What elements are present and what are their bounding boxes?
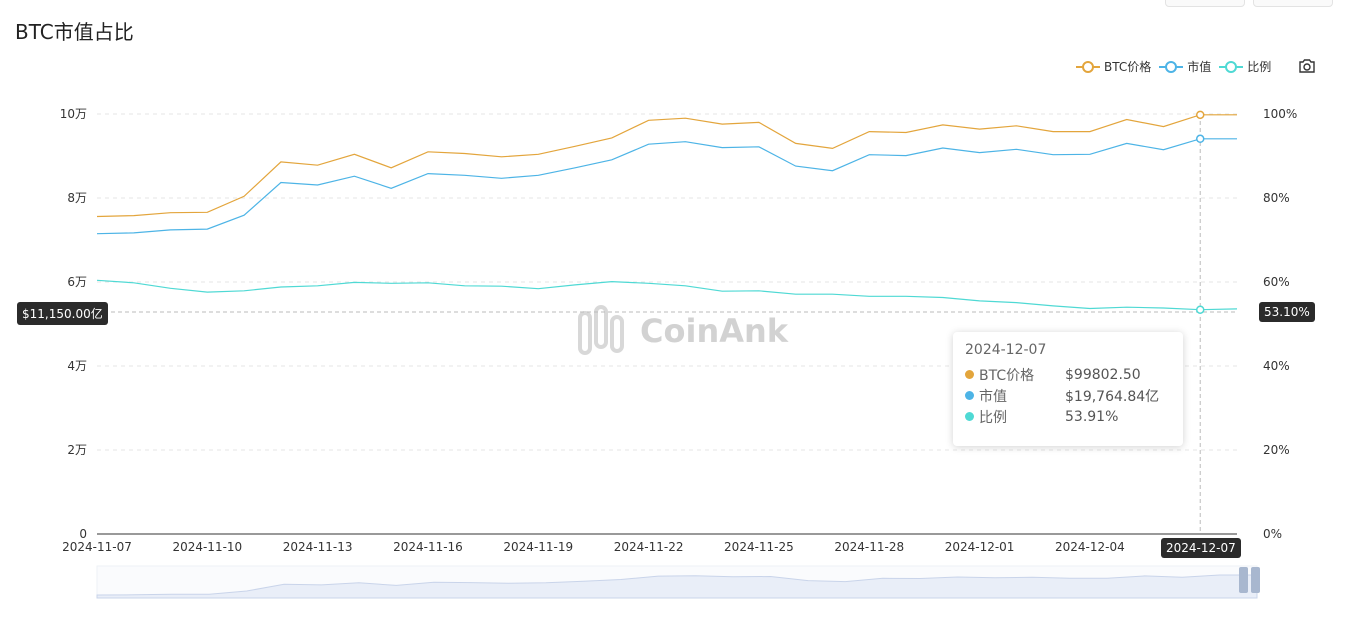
- tooltip-dot-price: [965, 370, 974, 379]
- datazoom-handle-right: [1251, 567, 1260, 593]
- y-left-tick-label: 10万: [60, 107, 87, 121]
- legend-item-market-cap[interactable]: 市值: [1159, 58, 1211, 75]
- x-tick-label: 2024-11-10: [172, 540, 242, 554]
- watermark: CoinAnk: [576, 305, 788, 357]
- crosshair-left-label: $11,150.00亿: [17, 302, 108, 325]
- tooltip-row-price: BTC价格 $99802.50: [965, 364, 1171, 385]
- legend-label-price: BTC价格: [1104, 60, 1152, 74]
- highlight-point-market-cap: [1195, 134, 1205, 144]
- tooltip-row-ratio: 比例 53.91%: [965, 406, 1171, 427]
- chart-legend: BTC价格 市值 比例: [1076, 58, 1279, 75]
- toolbar-button-2[interactable]: [1253, 0, 1333, 7]
- x-tick-label: 2024-11-22: [614, 540, 684, 554]
- legend-swatch-market-cap: [1159, 60, 1184, 74]
- x-tick-label: 2024-11-25: [724, 540, 794, 554]
- tooltip-name-market-cap: 市值: [979, 388, 1007, 405]
- x-tick-label: 2024-11-19: [503, 540, 573, 554]
- tooltip-value-price: $99802.50: [1065, 366, 1141, 383]
- highlight-point-ratio: [1195, 305, 1205, 314]
- tooltip-name-ratio: 比例: [979, 409, 1007, 426]
- legend-label-ratio: 比例: [1247, 60, 1272, 74]
- x-tick-label: 2024-11-13: [283, 540, 353, 554]
- x-tick-label: 2024-11-28: [834, 540, 904, 554]
- y-right-tick-label: 40%: [1263, 359, 1290, 373]
- camera-icon[interactable]: [1298, 58, 1316, 74]
- x-tick-label: 2024-11-16: [393, 540, 463, 554]
- legend-item-ratio[interactable]: 比例: [1219, 58, 1271, 75]
- datazoom-handle-left: [1239, 567, 1248, 593]
- tooltip-row-market-cap: 市值 $19,764.84亿: [965, 385, 1171, 406]
- chart-title: BTC市值占比: [15, 20, 134, 44]
- tooltip-dot-ratio: [965, 412, 974, 421]
- legend-swatch-price: [1076, 60, 1100, 74]
- tooltip-name-price: BTC价格: [979, 367, 1035, 384]
- y-right-tick-label: 60%: [1263, 275, 1290, 289]
- legend-label-market-cap: 市值: [1187, 60, 1212, 74]
- watermark-text: CoinAnk: [640, 312, 789, 350]
- x-tick-label: 2024-12-01: [945, 540, 1015, 554]
- y-left-tick-label: 6万: [67, 275, 87, 289]
- datazoom-preview: [96, 574, 1258, 599]
- toolbar-button-1[interactable]: [1165, 0, 1245, 7]
- y-left-tick-label: 0: [79, 527, 87, 541]
- y-left-tick-label: 4万: [67, 359, 87, 373]
- series-line-market-cap: [96, 138, 1237, 235]
- y-right-tick-label: 0%: [1263, 527, 1282, 541]
- tooltip-value-ratio: 53.91%: [1065, 408, 1119, 425]
- tooltip-value-market-cap: $19,764.84亿: [1065, 388, 1160, 405]
- x-tick-label: 2024-11-07: [62, 540, 132, 554]
- legend-item-price[interactable]: BTC价格: [1076, 58, 1151, 75]
- y-right-tick-label: 20%: [1263, 443, 1290, 457]
- tooltip: 2024-12-07 BTC价格 $99802.50 市值 $19,764.84…: [953, 332, 1183, 446]
- y-left-tick-label: 8万: [67, 191, 87, 205]
- y-left-tick-label: 2万: [67, 443, 87, 457]
- tooltip-date: 2024-12-07: [965, 342, 1047, 358]
- series-line-price: [96, 114, 1237, 218]
- legend-swatch-ratio: [1219, 60, 1244, 74]
- crosshair-x-label: 2024-12-07: [1161, 538, 1241, 558]
- x-tick-label: 2024-12-04: [1055, 540, 1125, 554]
- series-line-ratio: [96, 279, 1238, 311]
- coinank-logo-icon: [578, 305, 624, 355]
- y-right-tick-label: 80%: [1263, 191, 1290, 205]
- crosshair-right-label: 53.10%: [1259, 302, 1315, 322]
- y-right-tick-label: 100%: [1263, 107, 1297, 121]
- highlight-point-price: [1195, 110, 1205, 120]
- tooltip-dot-market-cap: [965, 391, 974, 400]
